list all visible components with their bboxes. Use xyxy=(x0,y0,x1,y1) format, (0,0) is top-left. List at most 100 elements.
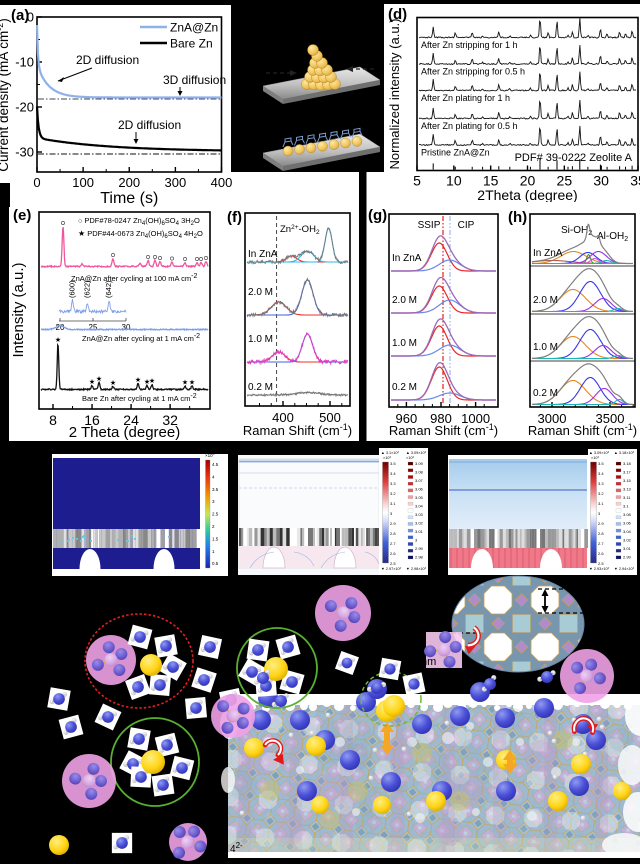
svg-text:(622): (622) xyxy=(83,280,92,298)
svg-text:20: 20 xyxy=(520,173,536,189)
svg-text:0.5: 0.5 xyxy=(212,561,219,566)
svg-text:×10³: ×10³ xyxy=(591,456,599,460)
svg-text:Zn2+-OH2: Zn2+-OH2 xyxy=(280,224,320,237)
svg-text:▲ 3.18×10³: ▲ 3.18×10³ xyxy=(614,451,635,455)
svg-text:960: 960 xyxy=(396,411,418,426)
svg-text:★: ★ xyxy=(110,379,116,387)
svg-text:-10: -10 xyxy=(15,55,34,70)
svg-text:2.6: 2.6 xyxy=(598,551,604,556)
svg-text:ZnA@Zn after cycling at 100 mA: ZnA@Zn after cycling at 100 mA cm-2 xyxy=(71,273,198,284)
svg-text:PDF# 39-0222 Zeolite A: PDF# 39-0222 Zeolite A xyxy=(515,152,633,164)
svg-text:1.0 M: 1.0 M xyxy=(392,338,417,349)
svg-text:3.5: 3.5 xyxy=(390,461,396,466)
svg-text:2D diffusion: 2D diffusion xyxy=(118,118,181,132)
svg-text:2.7: 2.7 xyxy=(598,541,604,546)
svg-text:25: 25 xyxy=(89,323,98,332)
svg-text:25: 25 xyxy=(557,173,573,189)
svg-text:3.2: 3.2 xyxy=(598,491,604,496)
svg-text:★: ★ xyxy=(144,378,150,386)
svg-text:Bare Zn: Bare Zn xyxy=(170,37,213,51)
svg-text:3.08: 3.08 xyxy=(415,470,424,475)
svg-text:Si-OH2: Si-OH2 xyxy=(561,225,592,237)
svg-text:Raman Shift (cm-1): Raman Shift (cm-1) xyxy=(243,422,352,438)
svg-text:3.03: 3.03 xyxy=(415,512,424,517)
svg-text:2.0 M: 2.0 M xyxy=(533,295,558,306)
svg-text:▼ 2.94×10³: ▼ 2.94×10³ xyxy=(614,567,635,571)
svg-text:3.07: 3.07 xyxy=(415,478,424,483)
svg-text:×10³: ×10³ xyxy=(383,456,391,460)
svg-text:Pristine ZnA@Zn: Pristine ZnA@Zn xyxy=(421,148,490,158)
svg-text:Current density (mA cm-2): Current density (mA cm-2) xyxy=(0,18,11,172)
svg-text:Al-OH2: Al-OH2 xyxy=(597,231,628,243)
svg-text:In ZnA: In ZnA xyxy=(392,253,422,264)
svg-text:▲ 3.1×10³: ▲ 3.1×10³ xyxy=(381,451,400,455)
svg-text:After Zn stripping for 1 h: After Zn stripping for 1 h xyxy=(421,40,518,50)
svg-text:★: ★ xyxy=(135,376,141,384)
svg-text:980: 980 xyxy=(430,411,452,426)
svg-text:2.0 M: 2.0 M xyxy=(248,287,273,298)
svg-text:3.18: 3.18 xyxy=(623,461,632,466)
svg-text:(600): (600) xyxy=(68,280,77,298)
svg-text:★: ★ xyxy=(89,378,95,386)
svg-text:2.8: 2.8 xyxy=(598,531,604,536)
svg-text:2D diffusion: 2D diffusion xyxy=(76,53,139,67)
svg-text:3.3: 3.3 xyxy=(390,481,396,486)
svg-text:3.02: 3.02 xyxy=(415,521,424,526)
svg-text:★ PDF#44-0673 Zn4(OH)6SO4 4H2O: ★ PDF#44-0673 Zn4(OH)6SO4 4H2O xyxy=(78,229,203,240)
svg-text:(d): (d) xyxy=(388,6,407,23)
svg-text:In ZnA: In ZnA xyxy=(248,249,278,260)
svg-text:0.2 M: 0.2 M xyxy=(392,382,417,393)
svg-text:(a): (a) xyxy=(11,7,29,24)
svg-text:▼ 2.97×10³: ▼ 2.97×10³ xyxy=(381,567,402,571)
svg-text:2Theta (degree): 2Theta (degree) xyxy=(477,187,577,203)
svg-text:2.7: 2.7 xyxy=(390,541,396,546)
svg-text:1.0 M: 1.0 M xyxy=(248,334,273,345)
svg-text:30: 30 xyxy=(593,173,609,189)
svg-text:★: ★ xyxy=(149,377,155,385)
svg-text:2.5: 2.5 xyxy=(598,561,604,566)
svg-text:Raman Shift (cm-1): Raman Shift (cm-1) xyxy=(389,422,498,438)
svg-text:2.5: 2.5 xyxy=(212,512,219,517)
svg-text:2.8: 2.8 xyxy=(390,531,396,536)
svg-text:3.11: 3.11 xyxy=(623,495,631,500)
svg-text:3.08: 3.08 xyxy=(623,512,632,517)
svg-text:After Zn plating for 0.5 h: After Zn plating for 0.5 h xyxy=(421,121,518,131)
svg-text:3.04: 3.04 xyxy=(623,529,632,534)
svg-text:(642): (642) xyxy=(104,280,113,298)
svg-text:1: 1 xyxy=(212,549,215,554)
svg-text:3.13: 3.13 xyxy=(623,487,632,492)
svg-text:-20: -20 xyxy=(15,100,34,115)
svg-text:▲ 3.09×10³: ▲ 3.09×10³ xyxy=(406,451,427,455)
svg-text:2.9: 2.9 xyxy=(598,521,604,526)
svg-text:Raman Shift (cm-1): Raman Shift (cm-1) xyxy=(528,422,637,438)
svg-text:20: 20 xyxy=(56,323,65,332)
svg-text:▼ 2.93×10³: ▼ 2.93×10³ xyxy=(589,567,610,571)
svg-text:2.0 M: 2.0 M xyxy=(392,295,417,306)
svg-text:(f): (f) xyxy=(227,209,242,226)
svg-text:3.02: 3.02 xyxy=(623,538,632,543)
svg-text:1.0 M: 1.0 M xyxy=(533,342,558,353)
svg-text:3.01: 3.01 xyxy=(623,546,632,551)
svg-text:3.3: 3.3 xyxy=(598,481,604,486)
svg-text:▼ 2.98×10³: ▼ 2.98×10³ xyxy=(406,567,427,571)
svg-text:3: 3 xyxy=(390,511,393,516)
svg-text:(e): (e) xyxy=(13,207,31,224)
svg-text:▲ 3.09×10³: ▲ 3.09×10³ xyxy=(589,451,610,455)
svg-text:3.06: 3.06 xyxy=(415,487,424,492)
svg-text:3.2: 3.2 xyxy=(390,491,396,496)
svg-text:CIP: CIP xyxy=(458,220,475,231)
svg-text:3.5: 3.5 xyxy=(212,487,219,492)
svg-text:0.2 M: 0.2 M xyxy=(533,388,558,399)
svg-text:100: 100 xyxy=(72,175,94,190)
svg-text:3.1: 3.1 xyxy=(598,501,604,506)
svg-text:Time (s): Time (s) xyxy=(100,190,158,207)
svg-text:Normalized intensity (a.u.): Normalized intensity (a.u.) xyxy=(387,19,402,170)
svg-text:300: 300 xyxy=(165,175,187,190)
svg-text:3.05: 3.05 xyxy=(415,495,424,500)
svg-text:3.4: 3.4 xyxy=(390,471,396,476)
svg-text:8: 8 xyxy=(49,412,57,428)
svg-text:○ PDF#78-0247 Zn4(OH)6SO4 3H2O: ○ PDF#78-0247 Zn4(OH)6SO4 3H2O xyxy=(78,216,200,227)
svg-text:3: 3 xyxy=(415,538,418,543)
svg-text:24: 24 xyxy=(123,412,139,428)
svg-text:3.17: 3.17 xyxy=(623,470,632,475)
